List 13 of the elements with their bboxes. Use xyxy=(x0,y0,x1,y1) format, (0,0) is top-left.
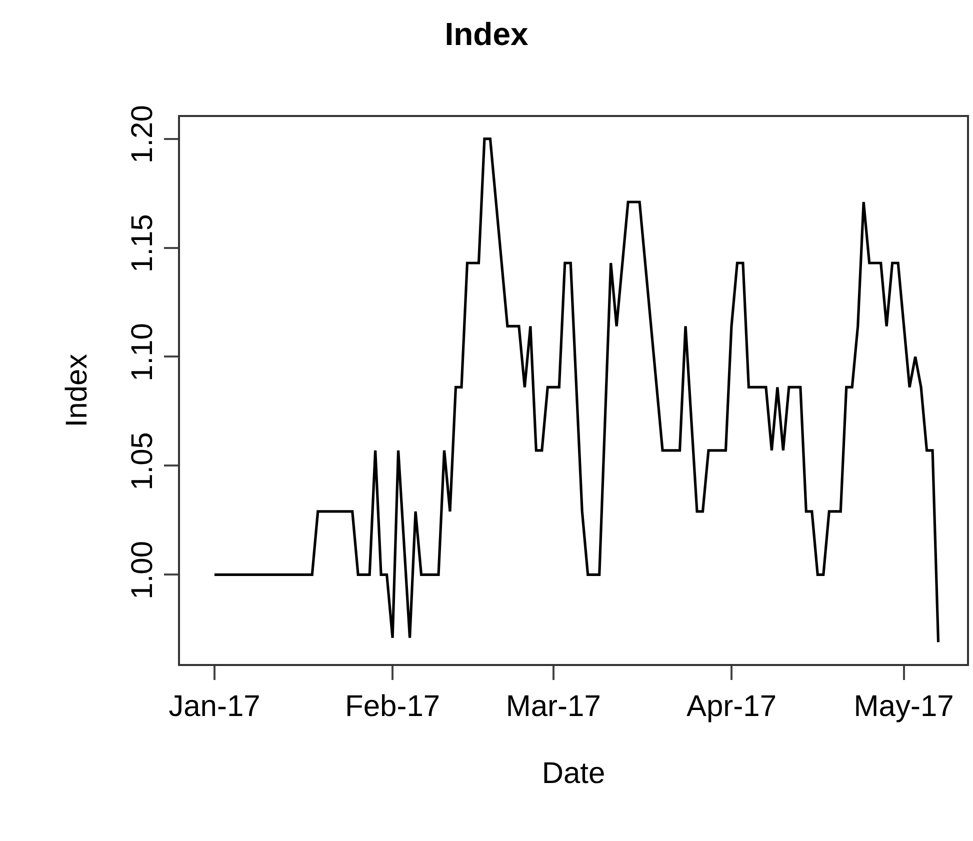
x-tick-label: Mar-17 xyxy=(506,690,601,723)
x-tick-label: May-17 xyxy=(854,690,954,723)
y-tick-label: 1.05 xyxy=(126,432,159,490)
x-tick-label: Apr-17 xyxy=(686,690,776,723)
x-tick-label: Feb-17 xyxy=(345,690,440,723)
y-axis-title: Index xyxy=(60,354,94,428)
x-axis-title: Date xyxy=(542,757,606,790)
y-tick-label: 1.20 xyxy=(126,105,159,164)
y-tick-label: 1.10 xyxy=(126,323,159,382)
y-tick-label: 1.00 xyxy=(126,540,159,600)
y-tick-label: 1.15 xyxy=(126,214,159,272)
chart-title: Index xyxy=(444,16,528,52)
x-tick-label: Jan-17 xyxy=(168,690,260,723)
